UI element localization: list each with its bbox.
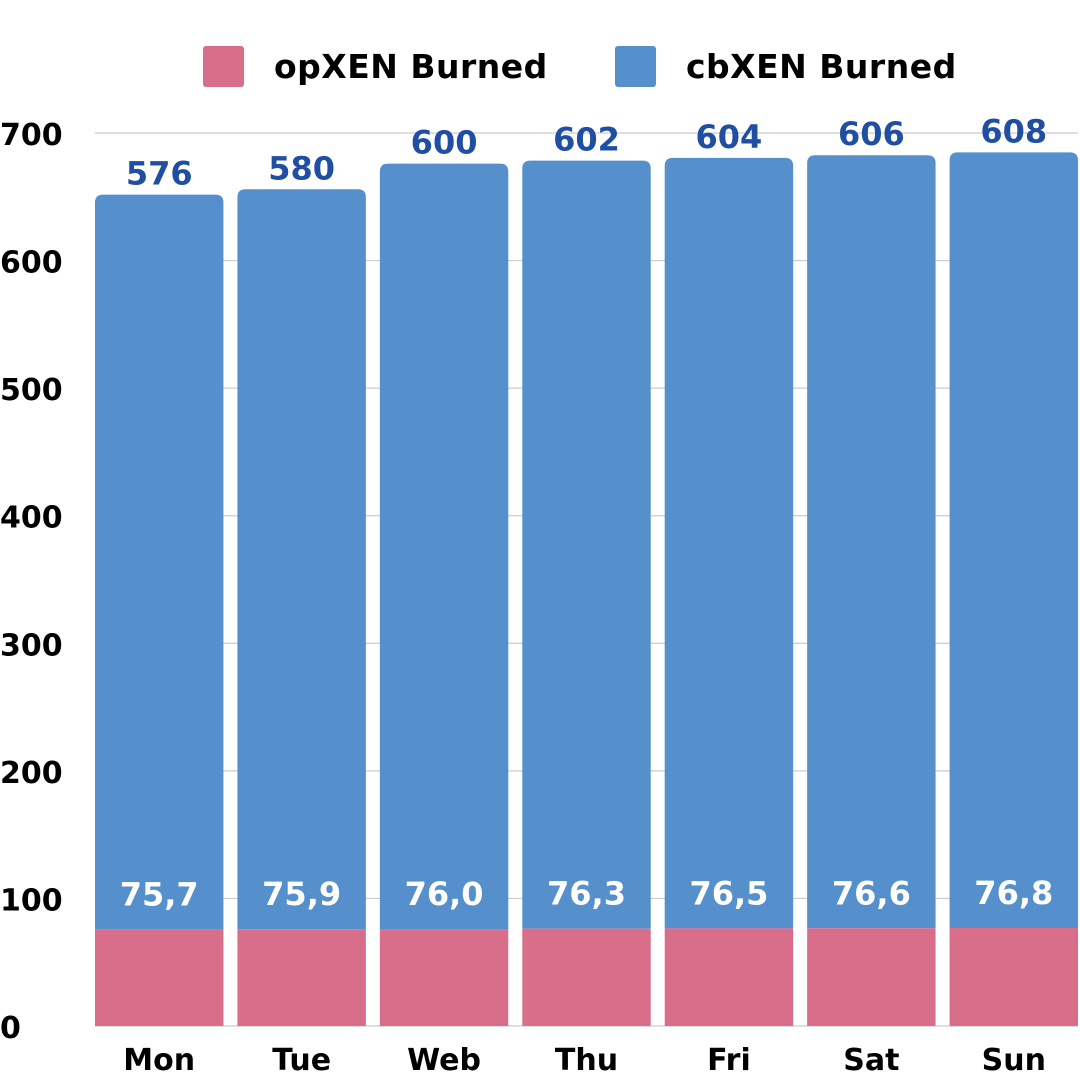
y-tick-label: 400 xyxy=(0,501,63,536)
legend-swatch-cbxen xyxy=(615,45,656,87)
bar-opxen-sun xyxy=(949,928,1078,1026)
y-tick-label: 0 xyxy=(0,1011,21,1046)
data-label-opxen: 76,0 xyxy=(405,875,484,913)
y-tick-label: 300 xyxy=(0,628,63,663)
data-label-opxen: 76,3 xyxy=(547,875,626,913)
data-label-cbxen: 608 xyxy=(980,112,1047,150)
bar-cbxen-sun xyxy=(949,152,1078,929)
x-tick-label: Sat xyxy=(843,1043,899,1078)
legend-item-opxen: opXEN Burned xyxy=(203,44,548,88)
bar-cbxen-thu xyxy=(522,160,651,929)
bar-cbxen-sat xyxy=(807,155,936,929)
legend-item-cbxen: cbXEN Burned xyxy=(615,44,957,88)
bar-opxen-fri xyxy=(664,928,794,1026)
x-tick-label: Mon xyxy=(123,1043,195,1078)
y-tick-label: 200 xyxy=(0,756,63,791)
data-label-cbxen: 576 xyxy=(126,155,193,193)
bar-opxen-thu xyxy=(522,928,651,1026)
bar-cbxen-tue xyxy=(237,189,366,930)
x-tick-label: Web xyxy=(407,1043,481,1078)
x-tick-label: Thu xyxy=(555,1043,618,1078)
legend-swatch-opxen xyxy=(203,45,244,87)
bar-opxen-sat xyxy=(807,928,936,1026)
x-tick-label: Tue xyxy=(272,1043,331,1078)
data-label-opxen: 76,6 xyxy=(832,874,911,912)
y-tick-label: 600 xyxy=(0,246,63,281)
y-tick-label: 100 xyxy=(0,883,63,918)
y-tick-label: 700 xyxy=(0,118,63,153)
legend-label-opxen: opXEN Burned xyxy=(274,46,548,86)
bar-cbxen-web xyxy=(379,163,509,930)
data-label-opxen: 75,9 xyxy=(262,875,341,913)
data-label-opxen: 76,8 xyxy=(974,874,1053,912)
x-tick-label: Fri xyxy=(707,1043,751,1078)
data-label-cbxen: 604 xyxy=(696,118,763,156)
y-tick-label: 500 xyxy=(0,373,63,408)
bar-opxen-web xyxy=(379,929,509,1026)
data-label-opxen: 76,5 xyxy=(689,874,768,912)
data-label-opxen: 75,7 xyxy=(120,875,199,913)
data-label-cbxen: 606 xyxy=(838,115,905,153)
x-tick-label: Sun xyxy=(982,1043,1046,1078)
legend-label-cbxen: cbXEN Burned xyxy=(686,46,957,86)
legend: opXEN Burned cbXEN Burned xyxy=(0,44,1080,88)
bar-opxen-tue xyxy=(237,929,366,1026)
data-label-cbxen: 580 xyxy=(268,149,335,187)
data-label-cbxen: 602 xyxy=(553,121,620,159)
bar-opxen-mon xyxy=(95,929,224,1026)
bar-cbxen-mon xyxy=(95,194,224,930)
data-label-cbxen: 600 xyxy=(411,124,478,162)
bar-cbxen-fri xyxy=(664,157,794,929)
